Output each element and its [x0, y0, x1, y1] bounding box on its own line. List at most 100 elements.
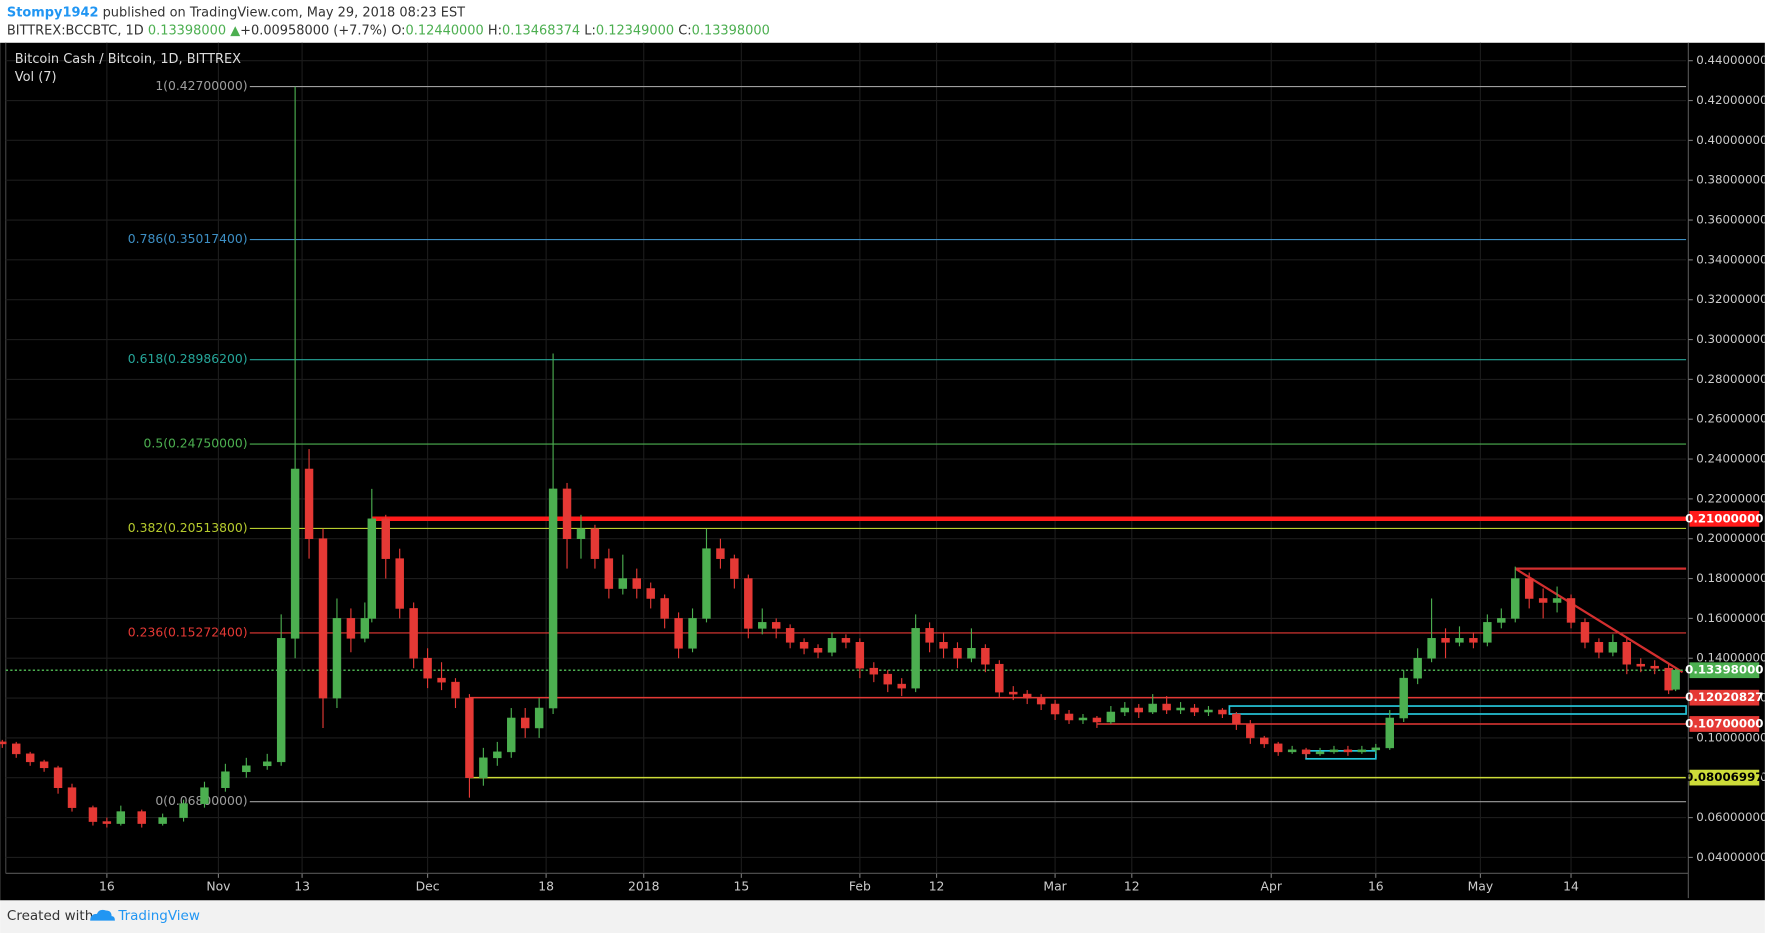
- candle-body: [1273, 743, 1283, 753]
- candle-body: [1232, 713, 1241, 725]
- user[interactable]: Stompy1942: [7, 5, 99, 20]
- l-label: L:: [584, 23, 596, 38]
- candle-body: [1176, 707, 1185, 711]
- candle-body: [1315, 751, 1325, 755]
- candle-body: [562, 488, 572, 540]
- candle-body: [242, 765, 251, 773]
- candle-body: [1469, 638, 1478, 643]
- candle-body: [179, 803, 188, 818]
- candle-body: [493, 751, 502, 759]
- candle-body: [263, 761, 272, 767]
- candle-body: [911, 628, 920, 689]
- x-tick-label: 18: [538, 879, 554, 893]
- candle-body: [813, 647, 823, 653]
- candle-body: [855, 642, 865, 669]
- candle-body: [590, 528, 600, 559]
- candle-body: [39, 761, 49, 769]
- candle-body: [995, 663, 1004, 693]
- candle-body: [1385, 717, 1394, 749]
- y-tick-label: 0.32000000: [1696, 292, 1765, 306]
- candle-body: [785, 628, 795, 643]
- candle-body: [939, 642, 948, 649]
- candle-body: [290, 468, 300, 639]
- price-badge-label: 0.13398000: [1685, 663, 1763, 677]
- candle-body: [1148, 703, 1157, 713]
- candle-body: [158, 817, 167, 824]
- candle-body: [967, 647, 976, 659]
- candle-body: [1455, 638, 1464, 643]
- candle-body: [102, 821, 112, 824]
- candle-body: [827, 638, 837, 653]
- candle-body: [688, 618, 697, 649]
- candle-body: [360, 618, 370, 639]
- candle-body: [771, 622, 781, 629]
- candle-body: [276, 638, 286, 763]
- levels: 1(0.42700000) 0.786(0.35017400) 0.618(0.28…: [5, 79, 1687, 808]
- x-tick-label: 16: [99, 879, 115, 893]
- fib-label: 0.5(0.24750000): [144, 437, 248, 451]
- candle-body: [632, 578, 641, 589]
- candle-body: [1622, 642, 1632, 665]
- candle-body: [507, 717, 516, 753]
- candle-body: [1427, 638, 1436, 659]
- y-tick-label: 0.10000000: [1696, 730, 1765, 744]
- y-tick-label: 0.40000000: [1696, 133, 1765, 147]
- candle-body: [660, 598, 669, 619]
- x-tick-label: Mar: [1043, 879, 1067, 893]
- candle-body: [381, 518, 390, 559]
- candle-body: [318, 538, 328, 699]
- candle-body: [1538, 598, 1548, 603]
- candle-body: [799, 642, 809, 649]
- price-badge: [1689, 662, 1760, 679]
- candle-body: [88, 807, 98, 822]
- y-tick-label: 0.20000000: [1696, 531, 1765, 545]
- candle-body: [1120, 707, 1130, 713]
- y-tick-label: 0.38000000: [1696, 173, 1765, 187]
- candle-body: [1441, 638, 1450, 643]
- candle-body: [744, 578, 753, 629]
- c-label: C:: [678, 23, 691, 38]
- candle-body: [1218, 709, 1227, 715]
- candle-body: [841, 638, 851, 643]
- candle-body: [1580, 622, 1590, 643]
- candle-body: [1092, 717, 1102, 723]
- x-tick-label: 13: [294, 879, 310, 893]
- y-tick-label: 0.06000000: [1696, 810, 1765, 824]
- footer-created: Created with: [7, 908, 93, 924]
- y-tick-label: 0.24000000: [1696, 452, 1765, 466]
- candle-body: [346, 618, 356, 639]
- tradingview-logo[interactable]: [90, 909, 115, 921]
- candle-body: [1301, 749, 1311, 755]
- candle-body: [1064, 713, 1074, 721]
- candle-body: [953, 647, 962, 659]
- publish-line: Stompy1942 published on TradingView.com,…: [7, 5, 465, 20]
- candles: [0, 86, 1680, 828]
- candle-body: [925, 628, 934, 643]
- candle-body: [674, 618, 683, 649]
- candle-body: [1287, 749, 1297, 753]
- chart-bg: [0, 42, 1765, 901]
- price-badge-label: 0.10700000: [1685, 716, 1763, 730]
- close: 0.13398000: [692, 23, 770, 38]
- candle-body: [221, 771, 230, 788]
- x-tick-label: Nov: [206, 879, 230, 893]
- candle-body: [1204, 709, 1213, 713]
- candle-body: [1594, 642, 1604, 653]
- x-tick-label: Dec: [416, 879, 440, 893]
- footer-brand[interactable]: TradingView: [117, 908, 200, 924]
- x-tick-label: 12: [1124, 879, 1140, 893]
- candle-body: [1511, 578, 1520, 619]
- range-box: [1228, 705, 1687, 715]
- x-tick-label: 14: [1563, 879, 1579, 893]
- candle-body: [1036, 697, 1046, 705]
- candle-body: [1671, 669, 1680, 690]
- candle-body: [1636, 663, 1645, 667]
- candle-body: [1524, 578, 1534, 599]
- candle-body: [395, 558, 404, 609]
- candle-body: [1009, 691, 1018, 695]
- fib-label: 0.236(0.15272400): [128, 625, 248, 639]
- candle-body: [758, 622, 767, 629]
- candle-body: [1246, 723, 1255, 739]
